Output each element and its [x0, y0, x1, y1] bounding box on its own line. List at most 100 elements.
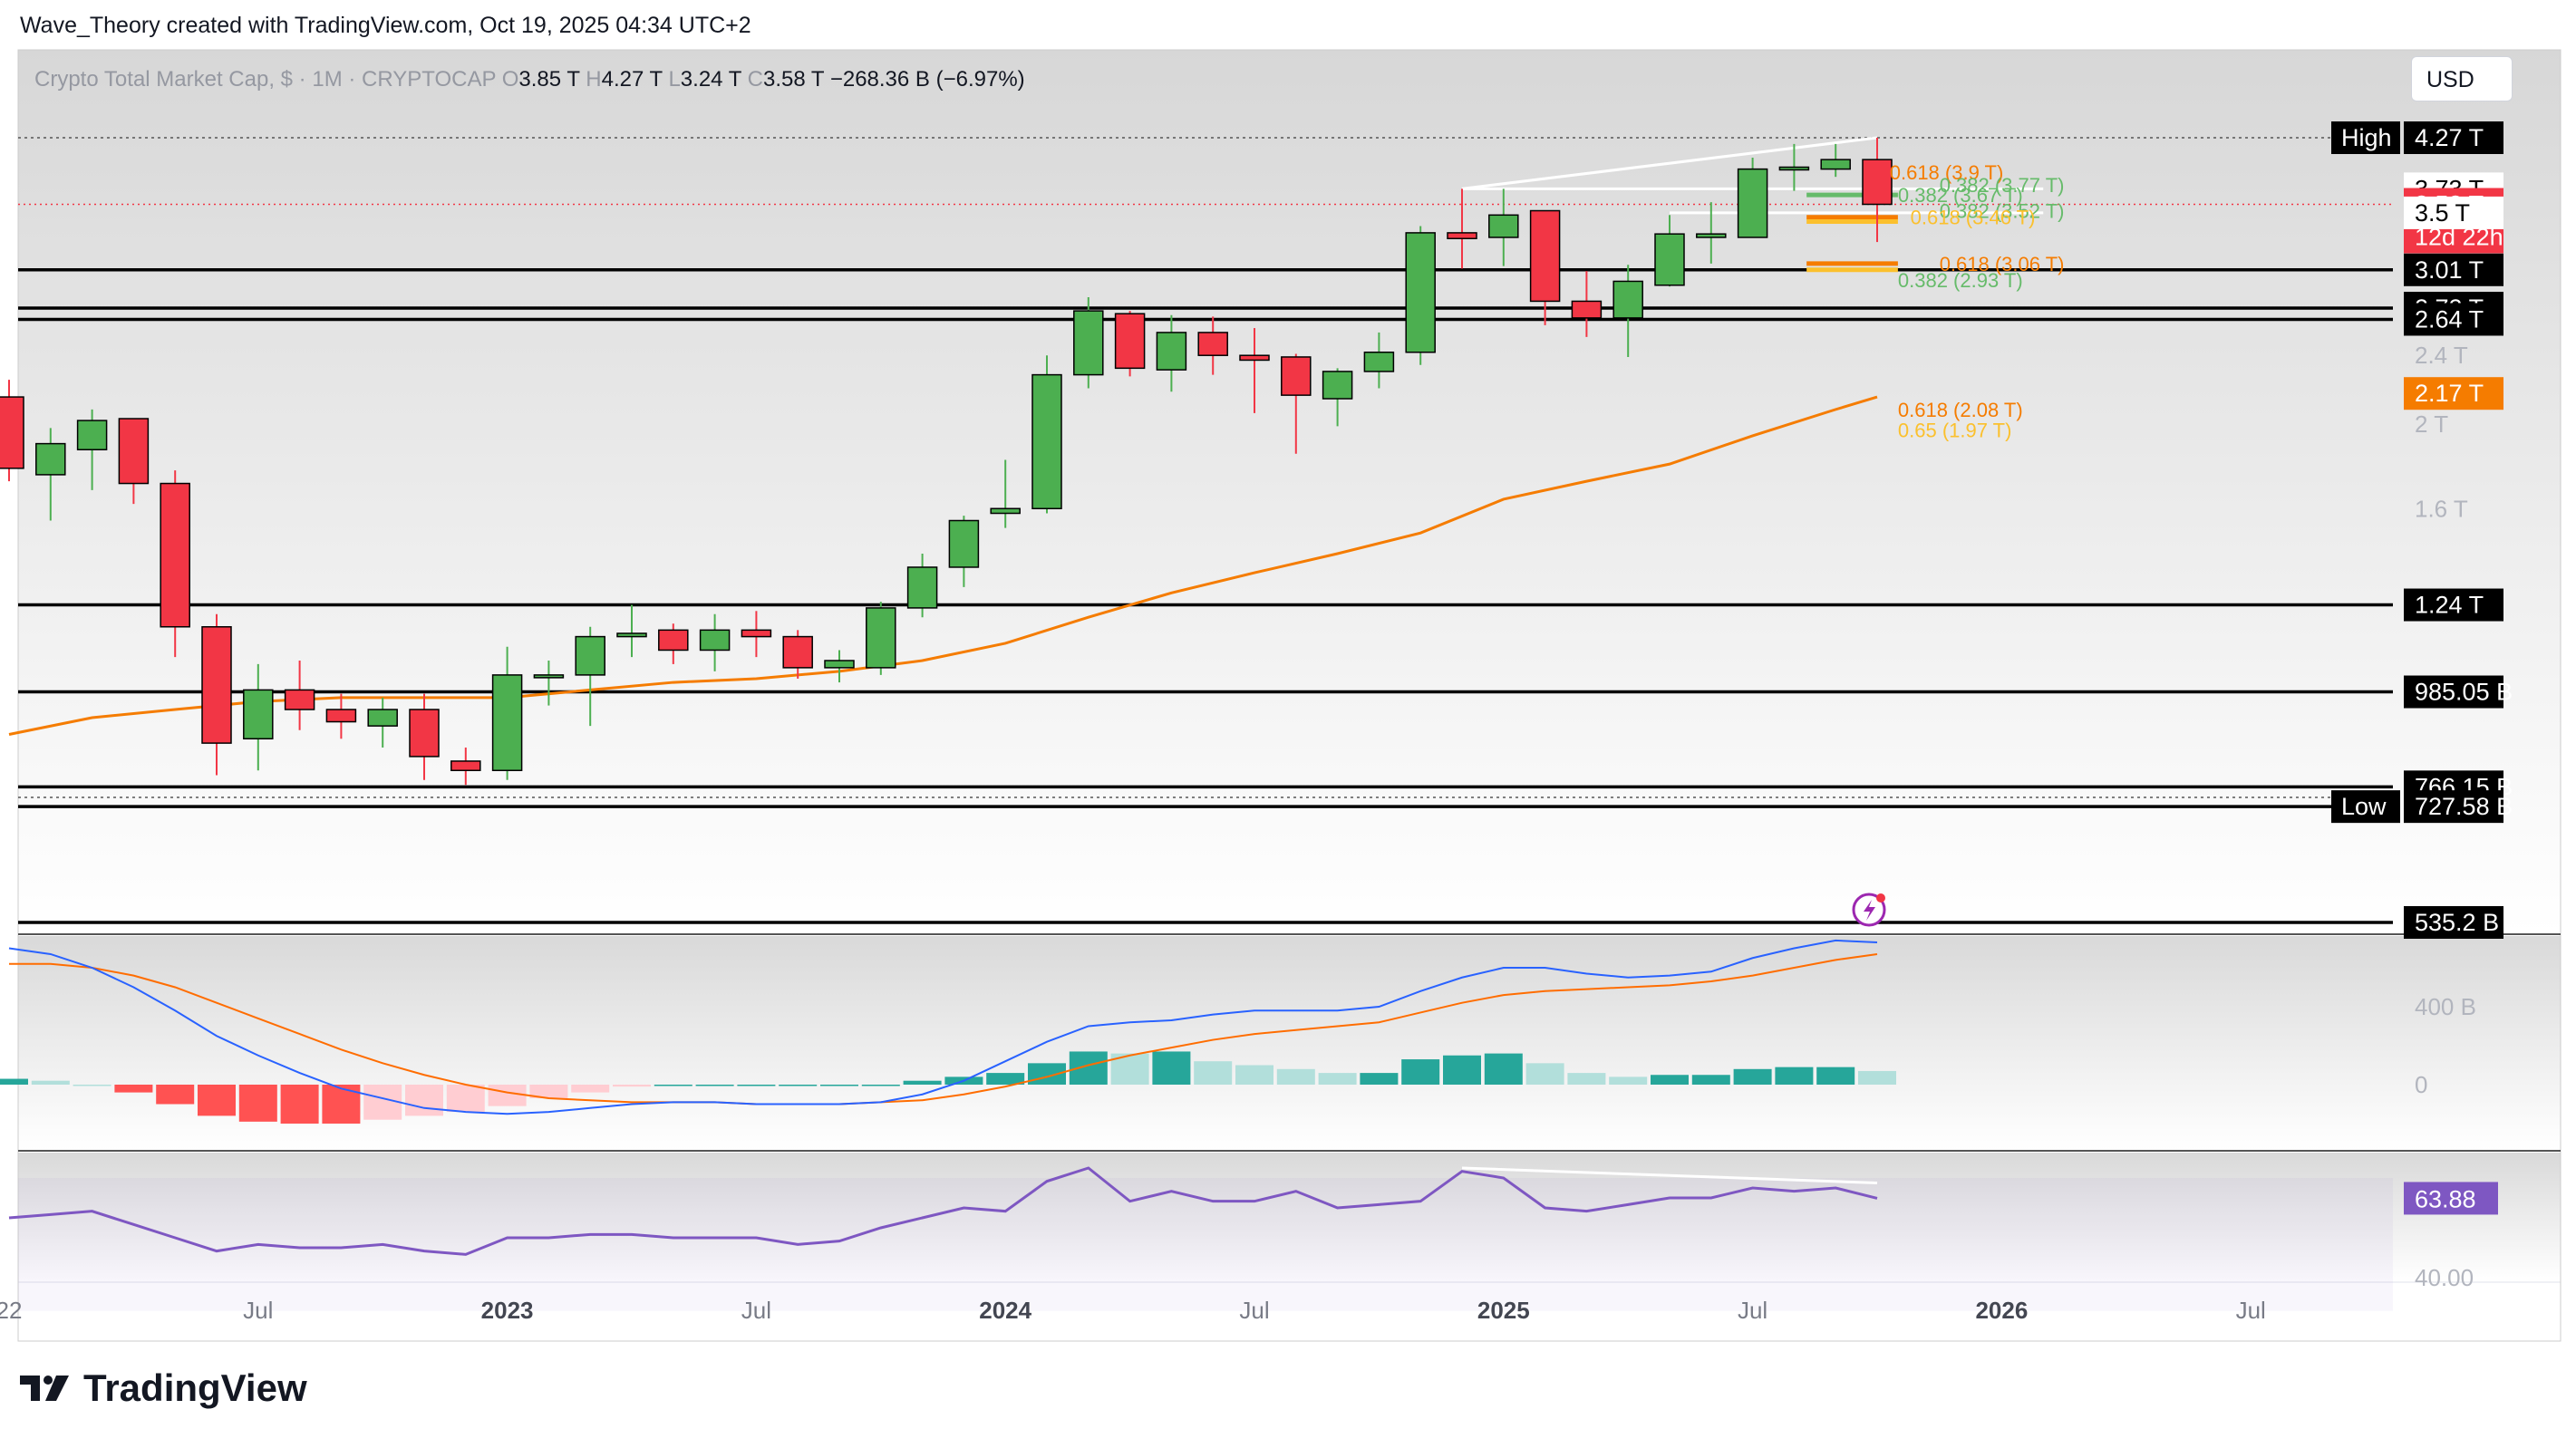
candle-body [325, 709, 357, 723]
macd-histogram-bar [654, 1085, 692, 1086]
rsi-line [8, 1166, 1878, 1256]
candle-body [575, 635, 605, 676]
candle-body [824, 660, 855, 669]
price-label: 4.27 T [2415, 124, 2484, 151]
macd-histogram-bar [820, 1085, 858, 1086]
price-label-box [2404, 253, 2503, 286]
time-axis-label: Jul [1239, 1297, 1269, 1324]
legend-part: Crypto Total Market Cap, $ · 1M · CRYPTO… [34, 67, 502, 92]
macd-histogram-bar [861, 1085, 900, 1086]
time-axis-label: 2025 [1477, 1297, 1530, 1324]
macd-histogram-bar [779, 1085, 818, 1086]
candle-body [533, 674, 565, 679]
macd-histogram-bar [529, 1085, 568, 1099]
legend-part: 3.85 T [518, 67, 586, 92]
price-label-box [2404, 377, 2503, 410]
macd-histogram-bar [73, 1085, 111, 1086]
ohlc-legend: Crypto Total Market Cap, $ · 1M · CRYPTO… [34, 67, 1025, 92]
price-label: 535.2 B [2415, 909, 2499, 936]
time-axis-label: 2026 [1975, 1297, 2028, 1324]
price-label-box [2404, 675, 2503, 709]
price-axis-tick: 40.00 [2415, 1264, 2474, 1291]
currency-button[interactable]: USD [2411, 56, 2513, 101]
price-axis-tick: 0 [2415, 1071, 2427, 1098]
candle-body [1488, 214, 1519, 238]
candle-body [1571, 300, 1603, 319]
macd-histogram-bar [1567, 1073, 1606, 1085]
candle-body [1654, 233, 1685, 286]
price-label-box [2404, 121, 2503, 154]
macd-histogram-bar [1194, 1061, 1233, 1085]
fib-label: 0.618 (3.46 T) [1911, 207, 2036, 229]
legend-part: 4.27 T [602, 67, 669, 92]
price-label-box [2404, 303, 2503, 336]
time-axis-label: Jul [243, 1297, 273, 1324]
price-label-box [2404, 790, 2503, 824]
candle-body [990, 507, 1021, 515]
price-label: 985.05 B [2415, 679, 2513, 706]
candle-body [1405, 232, 1436, 353]
rsi-pane-background [18, 1153, 2561, 1282]
fib-label: 0.382 (3.77 T) [1940, 174, 2065, 197]
legend-part: O [502, 67, 519, 92]
macd-histogram-bar [1525, 1063, 1564, 1085]
macd-histogram-bar [1775, 1067, 1814, 1085]
macd-histogram-bar [613, 1085, 651, 1087]
time-axis-label: Jul [2236, 1297, 2266, 1324]
macd-histogram-bar [571, 1085, 610, 1093]
candle-body [1031, 373, 1062, 510]
candle-body [0, 396, 24, 469]
macd-histogram-bar [1401, 1059, 1440, 1085]
macd-histogram-bar [1651, 1075, 1689, 1085]
candle-body [1612, 280, 1643, 319]
macd-histogram-bar [280, 1085, 319, 1124]
candle-body [948, 519, 980, 568]
price-tag-box [2331, 790, 2400, 824]
candle-body [1114, 313, 1146, 370]
price-label: 1.24 T [2415, 592, 2484, 619]
alert-bolt-glyph [1864, 900, 1875, 921]
macd-histogram-bar [737, 1085, 776, 1086]
candle-body [1696, 233, 1727, 238]
alert-dot [1876, 893, 1885, 903]
macd-histogram-bar [1858, 1070, 1896, 1085]
candle-body [782, 635, 813, 669]
price-axis-tick: 1.6 T [2415, 495, 2468, 522]
macd-histogram-bar [1443, 1055, 1481, 1085]
candle-body [616, 632, 647, 638]
candle-body [1529, 209, 1561, 303]
tradingview-logo-icon [20, 1376, 69, 1401]
brand-name: TradingView [83, 1366, 307, 1409]
price-label: 2.64 T [2415, 305, 2484, 333]
fib-label: 0.618 (2.08 T) [1898, 399, 2023, 421]
fib-label: 0.618 (3.06 T) [1940, 253, 2065, 275]
price-tag-label: Low [2341, 793, 2387, 820]
macd-histogram-bar [986, 1073, 1025, 1085]
price-label-box [2404, 588, 2503, 622]
candle-body [906, 566, 938, 609]
ema-line [8, 395, 1878, 736]
price-label: 727.58 B [2415, 793, 2513, 820]
macd-histogram-bar [114, 1085, 153, 1093]
candle-body [1363, 352, 1395, 372]
legend-part: 3.24 T [681, 67, 748, 92]
brand: TradingView [20, 1366, 307, 1410]
price-tag-box [2331, 121, 2400, 154]
candle-body [1737, 168, 1768, 238]
time-axis-label: 22 [0, 1297, 22, 1324]
candle-body [118, 418, 150, 485]
fib-label: 0.382 (3.52 T) [1940, 200, 2065, 223]
rsi-value-box [2404, 1182, 2498, 1215]
time-axis-label: 2024 [979, 1297, 1031, 1324]
macd-line [8, 939, 1878, 1115]
macd-histogram-bar [488, 1085, 527, 1106]
legend-part: 3.58 T [763, 67, 830, 92]
price-label-box [2404, 196, 2503, 229]
price-axis-tick: 400 B [2415, 993, 2476, 1020]
chart-frame [17, 49, 2561, 1342]
candle-body [1197, 332, 1228, 356]
macd-histogram-bar [1609, 1076, 1648, 1085]
fib-label: 0.618 (3.9 T) [1890, 161, 2004, 184]
candle-body [284, 689, 315, 710]
